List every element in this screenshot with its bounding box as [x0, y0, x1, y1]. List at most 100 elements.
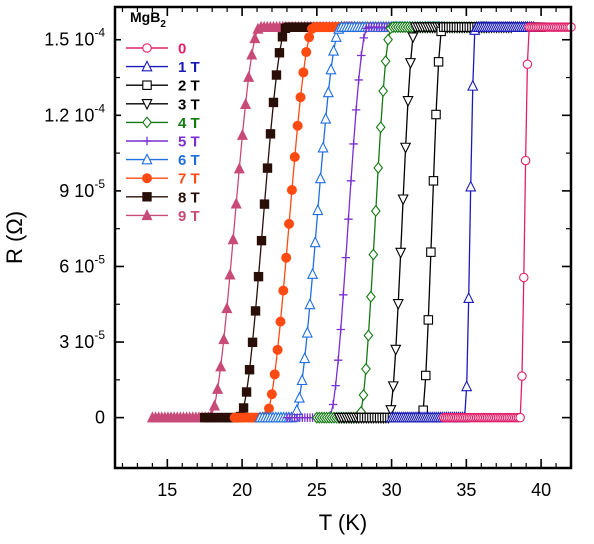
- y-tick-label: 6 10-5: [59, 252, 105, 276]
- data-point: [325, 63, 337, 75]
- legend-label: 3 T: [178, 96, 200, 113]
- legend-marker: [142, 136, 152, 146]
- data-point: [221, 302, 233, 314]
- legend-item: 0: [121, 39, 219, 58]
- data-point: [253, 271, 264, 282]
- data-point: [346, 176, 356, 186]
- legend-item: 4 T: [121, 113, 219, 132]
- legend-item: 9 T: [121, 206, 219, 225]
- data-point: [277, 32, 288, 42]
- data-point: [431, 109, 441, 120]
- data-point: [249, 32, 261, 44]
- data-point: [390, 344, 402, 356]
- data-point: [433, 57, 444, 67]
- y-tick-label: 1.5 10-4: [44, 26, 105, 50]
- legend-marker: [141, 209, 153, 221]
- data-point: [515, 412, 525, 423]
- y-tick-label: 1.2 10-4: [44, 101, 105, 125]
- data-point: [421, 370, 431, 381]
- data-point: [395, 247, 407, 259]
- data-point: [357, 51, 366, 60]
- legend-marker: [141, 153, 153, 165]
- data-point: [295, 92, 306, 103]
- legend-item: 8 T: [121, 187, 219, 206]
- data-point: [312, 203, 324, 216]
- y-tick-label-base: 6 10: [59, 256, 94, 276]
- data-point: [247, 337, 258, 348]
- data-point: [265, 129, 276, 139]
- data-point: [520, 155, 531, 166]
- data-point: [304, 298, 316, 310]
- legend-item-background: [121, 132, 219, 150]
- y-tick-label-exponent: -5: [94, 177, 105, 191]
- data-point: [404, 58, 417, 70]
- data-point: [327, 44, 340, 56]
- legend-label: 7 T: [178, 171, 200, 188]
- data-point: [463, 291, 475, 304]
- data-point: [461, 380, 473, 392]
- data-point: [341, 253, 351, 262]
- legend-marker: [141, 99, 153, 111]
- y-tick-label: 3 10-5: [59, 328, 105, 352]
- legend-title: MgB2: [130, 9, 166, 30]
- legend-label: 5 T: [178, 134, 200, 151]
- data-point: [244, 365, 255, 375]
- data-point: [271, 70, 282, 80]
- data-point: [306, 267, 319, 279]
- data-point: [309, 236, 321, 248]
- y-tick-label: 0: [95, 408, 105, 428]
- data-point: [250, 306, 261, 316]
- data-point: [286, 184, 297, 195]
- data-point: [298, 67, 309, 78]
- legend-marker: [142, 173, 152, 184]
- y-tick-label-exponent: -5: [94, 328, 105, 342]
- data-point: [522, 59, 533, 70]
- data-point: [299, 351, 311, 364]
- data-point: [330, 30, 342, 42]
- data-point: [361, 362, 371, 375]
- legend-item: 7 T: [121, 169, 219, 188]
- legend-label: 8 T: [178, 189, 200, 206]
- data-point: [238, 403, 249, 413]
- data-point: [208, 399, 220, 411]
- data-point: [383, 33, 393, 46]
- data-point: [262, 163, 273, 173]
- legend-item: 1 T: [121, 57, 219, 76]
- data-point: [363, 329, 374, 342]
- y-tick-label-base: 0: [95, 408, 105, 428]
- data-point: [230, 197, 242, 209]
- legend-marker: [142, 116, 152, 129]
- legend-item: 2 T: [121, 76, 219, 95]
- data-point: [241, 387, 252, 397]
- data-point: [519, 272, 529, 283]
- legend-item-background: [121, 113, 219, 132]
- data-point: [266, 389, 277, 400]
- legend-items: 01 T 2 T3 T 4 T 5 T6 T 7 T8 T 9 T: [121, 39, 219, 225]
- x-axis-title: T (K): [319, 510, 367, 535]
- data-point: [358, 388, 369, 402]
- data-point: [218, 333, 230, 345]
- legend-label: 4 T: [178, 115, 200, 132]
- data-point: [304, 32, 315, 43]
- x-tick-labels: 15 20 25 30 35 40: [157, 480, 551, 500]
- legend-marker: [141, 60, 153, 72]
- data-point: [351, 105, 361, 115]
- data-point: [233, 162, 245, 174]
- data-point: [407, 32, 419, 44]
- x-tick-label: 35: [456, 480, 476, 500]
- legend-marker: [142, 192, 152, 202]
- data-point: [368, 248, 379, 261]
- data-point: [212, 382, 224, 394]
- data-point: [399, 142, 412, 154]
- data-point: [373, 161, 384, 174]
- legend-label: 9 T: [178, 208, 200, 225]
- plot-frame: [113, 5, 573, 470]
- data-point: [224, 268, 236, 280]
- data-point: [296, 373, 308, 386]
- y-axis-title: R (Ω): [2, 211, 27, 264]
- data-point: [354, 75, 363, 85]
- ticks-layer: [115, 7, 572, 468]
- data-point: [301, 47, 312, 58]
- data-point: [402, 96, 414, 108]
